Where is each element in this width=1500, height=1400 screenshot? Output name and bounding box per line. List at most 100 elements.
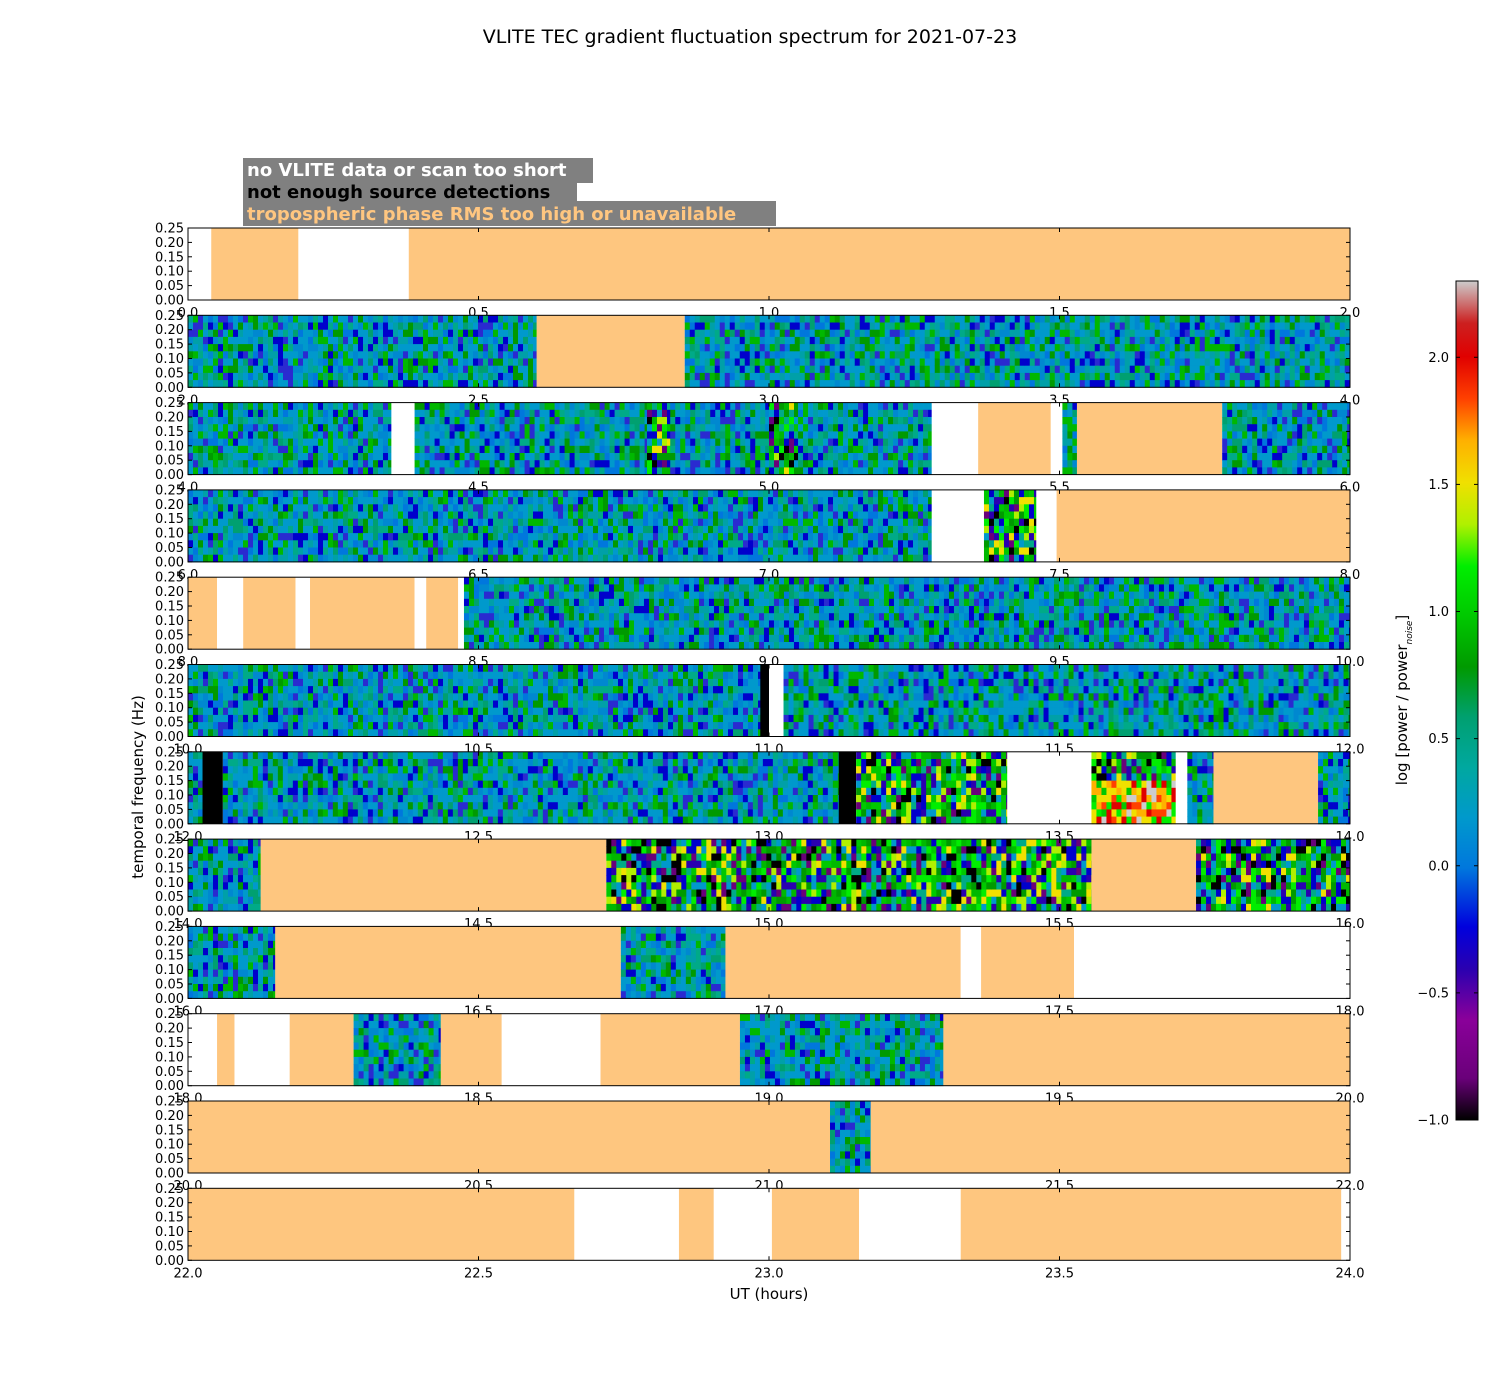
legend-bg-1 [243, 180, 577, 204]
panel-12-segment-1 [188, 1188, 575, 1261]
panel-8-segment-2 [260, 839, 607, 912]
panel-12-xtick-label: 22.0 [174, 1266, 203, 1281]
panel-10-segment-3 [234, 1013, 290, 1086]
colorbar-tick-label: 1.0 [1428, 605, 1449, 620]
panel-12-xtick-label: 23.5 [1045, 1266, 1074, 1281]
panel-11-ytick-label: 0.05 [155, 1152, 184, 1167]
panel-9-segment-2 [275, 926, 621, 999]
panel-10-ytick-label: 0.00 [155, 1079, 184, 1094]
panel-3-ytick-label: 0.15 [155, 425, 184, 440]
legend-item-troposphere: tropospheric phase RMS too high or unava… [247, 204, 736, 225]
panel-7-segment-8 [1175, 751, 1188, 824]
panel-12-xtick-label: 22.5 [464, 1266, 493, 1281]
panel-10-segment-7 [501, 1013, 601, 1086]
panel-1-ytick-label: 0.00 [155, 294, 184, 309]
colorbar-ticks: −1.0 −0.5 0.0 0.5 1.0 1.5 2.0 [1417, 351, 1478, 1129]
panel-4-ytick-label: 0.25 [155, 483, 184, 498]
x-axis-label: UT (hours) [730, 1285, 809, 1303]
panel-4-segment-5 [1056, 489, 1350, 562]
panel-11-ytick-label: 0.20 [155, 1109, 184, 1124]
colorbar-tick-label: 2.0 [1428, 351, 1449, 366]
panel-6-ytick-label: 0.10 [155, 701, 184, 716]
panel-3-segment-8 [931, 402, 979, 475]
panel-6-segment-2 [760, 664, 769, 737]
panel-1-ytick-label: 0.05 [155, 279, 184, 294]
colorbar: −1.0 −0.5 0.0 0.5 1.0 1.5 2.0 log [power / pow… [1393, 280, 1479, 1129]
panel-6-ytick-label: 0.15 [155, 687, 184, 702]
panel-9-segment-6 [981, 926, 1075, 999]
panel-12-ytick-label: 0.20 [155, 1196, 184, 1211]
panel-8-segment-3 [606, 839, 1092, 912]
panel-7-segment-2 [202, 751, 223, 824]
panel-3-segment-10 [1050, 402, 1063, 475]
panel-12-segment-7 [960, 1188, 1342, 1261]
colorbar-label-sub: noise [1405, 620, 1415, 644]
colorbar-label-end: ] [1393, 615, 1411, 621]
panel-12-segment-8 [1341, 1188, 1350, 1261]
panel-5-ytick-label: 0.05 [155, 628, 184, 643]
panel-2-ytick-label: 0.05 [155, 366, 184, 381]
colorbar-tick-label: 0.5 [1428, 732, 1449, 747]
legend-bg-2 [243, 201, 776, 226]
panel-11-ytick-label: 0.25 [155, 1095, 184, 1110]
panel-7-segment-7 [1091, 751, 1177, 825]
panel-5-ytick-label: 0.10 [155, 614, 184, 629]
panel-1-ytick-label: 0.15 [155, 250, 184, 265]
panel-4-segment-3 [983, 489, 1037, 563]
panel-12-ytick-label: 0.25 [155, 1182, 184, 1197]
panel-12-segment-4 [713, 1188, 772, 1261]
panel-6-segment-1 [188, 664, 761, 737]
panel-5-segment-8 [458, 577, 464, 650]
panel-7-segment-6 [1007, 751, 1092, 824]
panel-10-segment-10 [943, 1013, 1350, 1086]
panel-4-segment-4 [1036, 489, 1057, 562]
panel-5-ytick-label: 0.00 [155, 643, 184, 658]
panel-10-segment-8 [600, 1013, 740, 1086]
panel-3-segment-12 [1076, 402, 1223, 475]
panel-12-xtick-label: 23.0 [755, 1266, 784, 1281]
panel-9-ytick-label: 0.20 [155, 934, 184, 949]
panel-8-ytick-label: 0.25 [155, 833, 184, 848]
panel-4-ytick-label: 0.20 [155, 498, 184, 513]
panel-7-ytick-label: 0.10 [155, 789, 184, 804]
panel-7-ytick-label: 0.00 [155, 817, 184, 832]
panel-3-ytick-label: 0.10 [155, 439, 184, 454]
panel-3-ytick-label: 0.25 [155, 396, 184, 411]
panel-5: 0.000.050.100.150.200.258.0 8.5 9.0 9.5 10.0 [155, 571, 1364, 671]
panel-8-segment-5 [1196, 839, 1351, 912]
panel-3-segment-3 [414, 402, 648, 475]
panel-12-ytick-label: 0.05 [155, 1239, 184, 1254]
panel-4-segment-2 [931, 489, 984, 562]
panel-1-ytick-label: 0.10 [155, 265, 184, 280]
panel-5-ytick-label: 0.25 [155, 571, 184, 586]
panel-4-ytick-label: 0.15 [155, 512, 184, 527]
panel-9-ytick-label: 0.25 [155, 920, 184, 935]
panel-7-segment-9 [1187, 751, 1214, 825]
panel-4-segment-1 [188, 489, 933, 563]
panel-11-segment-3 [870, 1101, 1350, 1173]
panel-12-ytick-label: 0.00 [155, 1254, 184, 1269]
legend: no VLITE data or scan too short not enou… [243, 158, 776, 226]
colorbar-gradient [1455, 280, 1479, 1121]
panel-8-ytick-label: 0.10 [155, 876, 184, 891]
panel-1-segment-1 [188, 228, 212, 300]
panel-2-ytick-label: 0.10 [155, 352, 184, 367]
panel-10-segment-6 [440, 1013, 502, 1086]
panel-2-ytick-label: 0.15 [155, 338, 184, 353]
panel-12-segment-2 [574, 1188, 679, 1261]
panel-11-ytick-label: 0.00 [155, 1167, 184, 1182]
panel-5-segment-3 [243, 577, 296, 650]
panel-2-ytick-label: 0.25 [155, 309, 184, 324]
panel-4-ytick-label: 0.05 [155, 541, 184, 556]
panel-10-segment-5 [353, 1013, 442, 1087]
panel-10-segment-9 [739, 1013, 944, 1087]
panel-9-ytick-label: 0.05 [155, 978, 184, 993]
panel-1-ytick-label: 0.25 [155, 222, 184, 237]
panel-3-ytick-label: 0.00 [155, 468, 184, 483]
panel-7-segment-10 [1213, 751, 1319, 824]
panel-5-segment-5 [310, 577, 415, 650]
